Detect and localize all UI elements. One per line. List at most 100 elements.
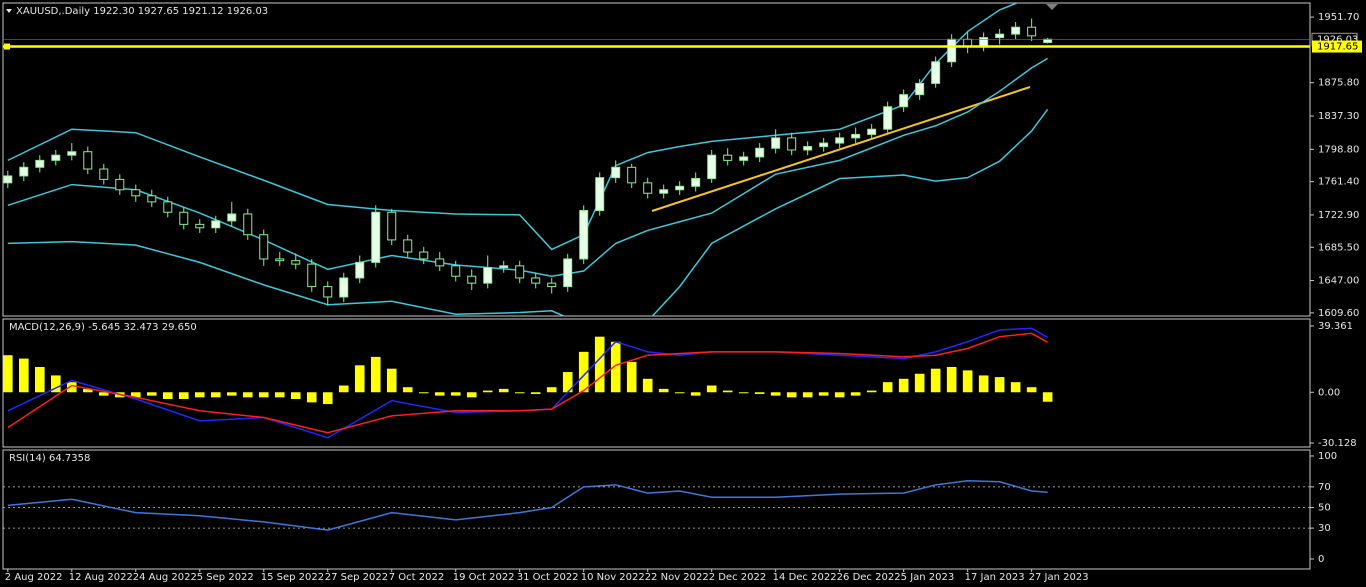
rsi-panel <box>2 449 1311 570</box>
candle-body <box>467 275 477 284</box>
histogram-bar <box>82 388 93 393</box>
histogram-bar <box>1010 382 1021 393</box>
candle-body <box>83 151 93 170</box>
candle-body <box>787 137 797 151</box>
candle-body <box>163 201 173 213</box>
horizontal-line-box <box>1312 40 1362 53</box>
histogram-bar <box>338 385 349 393</box>
y-tick-label: 50 <box>1318 502 1331 513</box>
histogram-bar <box>466 392 477 398</box>
candle-body <box>403 239 413 253</box>
histogram-bar <box>978 375 989 393</box>
candle-body <box>1027 26 1037 37</box>
candle-body <box>755 147 765 158</box>
candle-body <box>131 189 141 197</box>
x-tick-label: 24 Aug 2022 <box>133 572 197 583</box>
y-tick-label: 1722.90 <box>1318 210 1359 221</box>
last-price-label: 1926.03 <box>1317 34 1358 45</box>
y-tick-label: 0.00 <box>1318 387 1340 398</box>
horizontal-line-handle <box>4 43 10 50</box>
histogram-bar <box>866 390 877 393</box>
candle-body <box>99 168 109 180</box>
x-tick-label: 22 Nov 2022 <box>645 572 709 583</box>
x-tick-label: 27 Jan 2023 <box>1029 572 1089 583</box>
macd-title: MACD(12,26,9) -5.645 32.473 29.650 <box>9 322 197 333</box>
histogram-bar <box>706 385 717 393</box>
x-tick-label: 26 Dec 2022 <box>837 572 901 583</box>
histogram-bar <box>482 390 493 393</box>
candle-body <box>1011 26 1021 35</box>
candle-body <box>3 175 13 184</box>
candle-body <box>291 260 301 265</box>
histogram-bar <box>178 392 189 399</box>
candle-body <box>499 265 509 269</box>
histogram-bar <box>402 387 413 393</box>
histogram-bar <box>226 392 237 396</box>
candle-body <box>371 211 381 263</box>
candle-body <box>259 234 269 260</box>
candle-body <box>179 211 189 225</box>
y-tick-label: -30.128 <box>1318 438 1357 449</box>
candle-body <box>339 277 349 298</box>
y-tick-label: 100 <box>1318 451 1337 462</box>
histogram-bar <box>802 392 813 398</box>
candle-body <box>707 154 717 180</box>
candle-body <box>611 166 621 179</box>
histogram-bar <box>930 368 941 393</box>
candle-body <box>147 195 157 203</box>
histogram-bar <box>834 392 845 398</box>
candle-body <box>931 61 941 84</box>
horizontal-line-label: 1917.65 <box>1317 42 1358 53</box>
x-tick-label: 17 Jan 2023 <box>965 572 1025 583</box>
macd-layer <box>3 327 1053 439</box>
candle-body <box>387 211 397 241</box>
x-tick-label: 7 Oct 2022 <box>389 572 444 583</box>
rsi-line <box>7 479 1048 531</box>
histogram-bar <box>50 375 61 393</box>
histogram-bar <box>146 392 157 396</box>
histogram-bar <box>418 392 429 394</box>
axes: 1951.70 1875.80 1837.30 1798.80 1761.40 1722.… <box>3 12 1362 583</box>
histogram-bar <box>210 392 221 398</box>
candle-body <box>819 142 829 148</box>
histogram-bar <box>162 392 173 399</box>
histogram-bar <box>690 392 701 396</box>
x-tick-label: 2 Aug 2022 <box>5 572 63 583</box>
candle-body <box>627 166 637 184</box>
histogram-bar <box>3 355 13 393</box>
histogram-bar <box>914 373 925 393</box>
x-tick-label: 10 Nov 2022 <box>581 572 645 583</box>
candle-body <box>867 128 877 135</box>
candle-body <box>531 277 541 284</box>
histogram-bar <box>882 382 893 393</box>
histogram-bar <box>610 341 621 393</box>
candle-body <box>979 37 989 47</box>
y-tick-label: 1761.40 <box>1318 177 1359 188</box>
candle-body <box>307 263 317 288</box>
histogram-bar <box>370 356 381 393</box>
y-tick-label: 1609.60 <box>1318 308 1359 319</box>
histogram-bar <box>962 370 973 393</box>
candle-body <box>275 258 285 262</box>
candle-body <box>51 154 61 161</box>
histogram-bar <box>722 390 733 393</box>
trend-line <box>651 86 1031 212</box>
histogram-bar <box>770 392 781 396</box>
candle-body <box>899 94 909 108</box>
histogram-bar <box>818 392 829 396</box>
candle-body <box>19 166 29 177</box>
bollinger-band <box>7 57 1049 277</box>
histogram-bar <box>994 377 1005 393</box>
price-panel <box>2 2 1311 317</box>
histogram-bar <box>626 361 637 393</box>
x-tick-label: 5 Jan 2023 <box>901 572 955 583</box>
y-tick-label: 1875.80 <box>1318 78 1359 89</box>
histogram-bar <box>1026 387 1037 393</box>
candle-body <box>435 258 445 267</box>
rsi-layer <box>3 479 1310 531</box>
histogram-bar <box>514 392 525 394</box>
histogram-bar <box>786 392 797 398</box>
y-tick-label: 1685.50 <box>1318 242 1359 253</box>
candle-body <box>355 261 365 279</box>
